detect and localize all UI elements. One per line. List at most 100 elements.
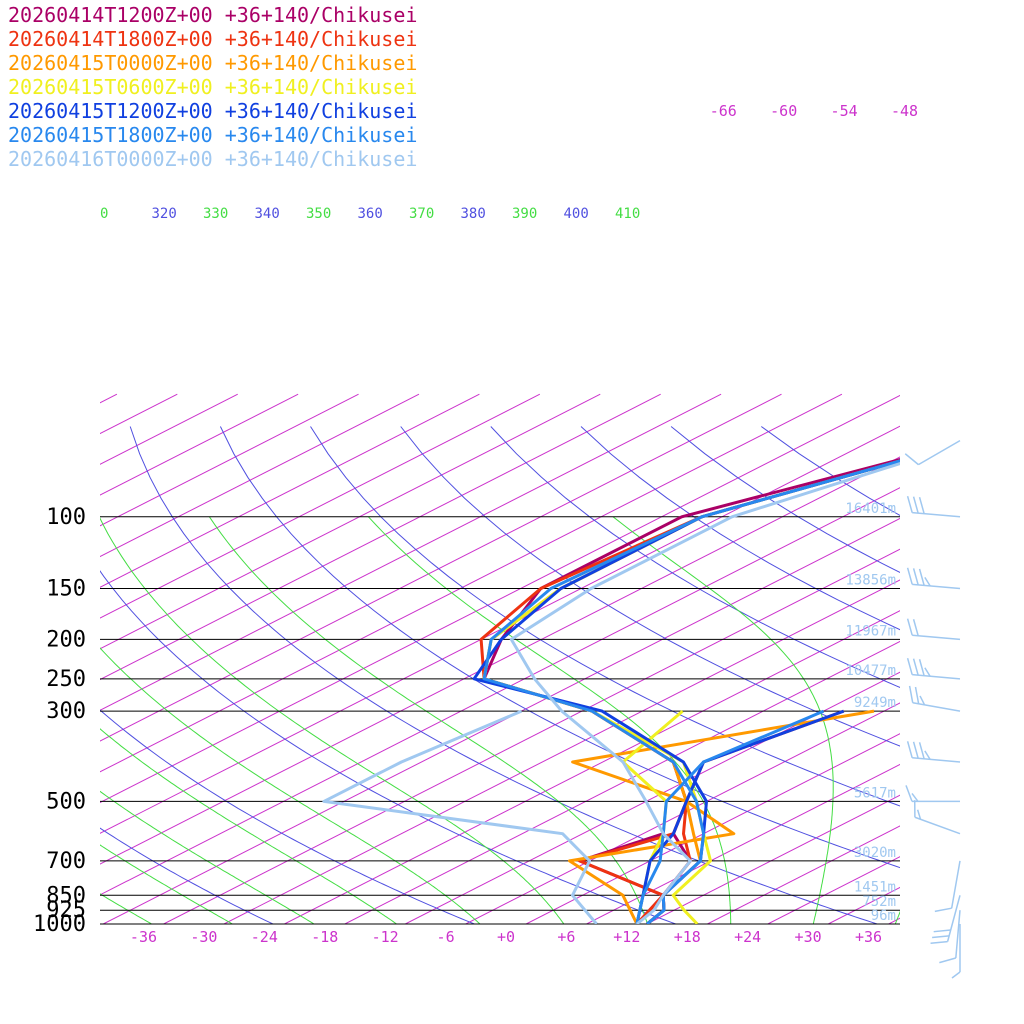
wind-barb-staff bbox=[912, 634, 961, 641]
wind-barb-flag bbox=[904, 453, 919, 466]
dry-adiabat-line bbox=[100, 570, 678, 924]
isotherm-line bbox=[100, 393, 420, 558]
height-label: 10477m bbox=[845, 663, 896, 679]
moist-adiabat-line bbox=[100, 517, 565, 924]
dry-adiabat-line bbox=[129, 426, 879, 924]
wind-barb-staff bbox=[912, 702, 961, 712]
top-tick-label: -66 bbox=[710, 102, 737, 120]
legend: 20260414T1200Z+00 +36+140/Chikusei202604… bbox=[8, 3, 417, 171]
theta-labels: 0 320 330 340 350 360 370 380 390 400 410 bbox=[100, 206, 640, 222]
height-label: 1451m bbox=[854, 879, 896, 895]
legend-entry: 20260414T1800Z+00 +36+140/Chikusei bbox=[8, 27, 417, 51]
temperature-tick-label: +30 bbox=[795, 928, 822, 946]
isotherm-line bbox=[284, 610, 900, 924]
height-label: 752m bbox=[862, 894, 896, 910]
wind-barb-flag bbox=[930, 940, 948, 945]
pressure-label: 150 bbox=[46, 577, 86, 602]
isotherm-line bbox=[100, 393, 601, 650]
isotherm-line bbox=[100, 393, 722, 711]
dry-adiabat-line bbox=[400, 426, 900, 747]
wind-barb-flag bbox=[906, 741, 913, 758]
dry-adiabat-line bbox=[219, 426, 900, 869]
temperature-tick-label: -18 bbox=[311, 928, 338, 946]
isotherm-line bbox=[405, 671, 900, 924]
wind-barb bbox=[939, 910, 961, 964]
wind-barb-flag bbox=[911, 792, 919, 802]
dry-adiabat-line bbox=[310, 426, 900, 807]
wind-barb-flag bbox=[912, 658, 919, 676]
legend-entry: 20260414T1200Z+00 +36+140/Chikusei bbox=[8, 3, 417, 27]
temperature-tick-label: +0 bbox=[497, 928, 515, 946]
moist-adiabat-line bbox=[612, 516, 834, 924]
isotherm-line bbox=[100, 456, 900, 865]
isotherm-line bbox=[100, 487, 900, 896]
wind-barb bbox=[906, 741, 961, 763]
theta-label: 370 bbox=[409, 206, 434, 222]
dewpoint-line bbox=[322, 709, 598, 924]
wind-barb bbox=[951, 924, 961, 979]
isotherm-line bbox=[646, 794, 900, 924]
top-tick-label: -54 bbox=[831, 102, 858, 120]
temperature-tick-label: -36 bbox=[130, 928, 157, 946]
moist-adiabat-line bbox=[100, 790, 315, 924]
moist-adiabat-line bbox=[100, 893, 153, 924]
dry-adiabat-line bbox=[100, 827, 275, 924]
wind-barb-staff bbox=[912, 511, 961, 518]
pressure-label: 850 bbox=[46, 883, 86, 908]
theta-label: 390 bbox=[512, 206, 537, 222]
wind-barb-flag bbox=[939, 957, 957, 964]
height-label: 11967m bbox=[845, 623, 896, 639]
isotherm-line bbox=[102, 517, 900, 924]
isotherm-line bbox=[100, 393, 299, 496]
isotherm-line bbox=[586, 763, 900, 924]
dry-adiabat-line bbox=[100, 709, 476, 924]
wind-barb-flag bbox=[908, 685, 914, 703]
isotherm-line bbox=[100, 393, 782, 742]
wind-barb-flag bbox=[916, 809, 922, 820]
temperature-tick-label: +18 bbox=[674, 928, 701, 946]
wind-barb bbox=[904, 439, 961, 466]
wind-barb-flag bbox=[918, 742, 925, 760]
wind-barb-flag bbox=[918, 496, 925, 514]
wind-barb-flag bbox=[951, 971, 961, 979]
wind-barb-flag bbox=[912, 741, 919, 759]
wind-barb-flag bbox=[918, 659, 925, 676]
isotherm-line bbox=[0, 394, 56, 924]
isotherm-line bbox=[100, 393, 359, 527]
pressure-label: 100 bbox=[46, 505, 86, 530]
temperature-tick-label: +12 bbox=[613, 928, 640, 946]
pressure-label: 200 bbox=[46, 627, 86, 652]
temperature-tick-label: +36 bbox=[855, 928, 882, 946]
temperature-line bbox=[479, 459, 900, 924]
height-label: 16401m bbox=[845, 501, 896, 517]
height-label: 96m bbox=[871, 908, 896, 924]
wind-barb bbox=[906, 618, 961, 641]
isotherm-line bbox=[465, 702, 900, 924]
dry-adiabat-line bbox=[490, 426, 900, 688]
sounding-profiles bbox=[322, 458, 900, 924]
temperature-ticks: -36 -30 -24 -18 -12 -6 +0 +6 +12 +18 +24 +30 +36 -66 -… bbox=[130, 102, 918, 946]
legend-entry: 20260415T1800Z+00 +36+140/Chikusei bbox=[8, 123, 417, 147]
theta-label: 400 bbox=[564, 206, 589, 222]
top-tick-label: -60 bbox=[770, 102, 797, 120]
wind-barb-flag bbox=[918, 568, 925, 586]
wind-barb-staff bbox=[918, 439, 961, 466]
wind-barb-flag bbox=[912, 619, 919, 636]
theta-label: 350 bbox=[306, 206, 331, 222]
wind-barb bbox=[905, 785, 960, 803]
temperature-tick-label: -24 bbox=[251, 928, 278, 946]
moist-adiabat-line bbox=[100, 728, 398, 924]
isotherm-line bbox=[100, 393, 178, 435]
wind-barb-staff bbox=[912, 583, 961, 590]
wind-barb-flag bbox=[906, 657, 913, 675]
theta-label: 340 bbox=[255, 206, 280, 222]
wind-barb-flag bbox=[906, 618, 913, 636]
legend-entry: 20260415T0000Z+00 +36+140/Chikusei bbox=[8, 51, 417, 75]
wind-barb bbox=[906, 657, 961, 680]
wind-barb-staff bbox=[955, 910, 961, 959]
dry-adiabat-line bbox=[580, 426, 900, 631]
height-labels: 16401m 13856m 11967m 10477m 9249m 5617m 3020m 1… bbox=[845, 501, 896, 924]
moist-adiabat-line bbox=[368, 516, 732, 924]
isotherm-line bbox=[100, 393, 661, 681]
